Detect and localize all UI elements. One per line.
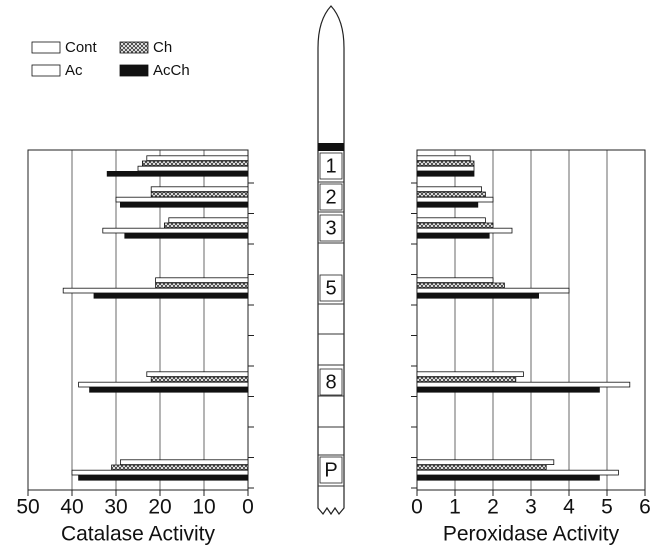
x-tick-label: 30 [104,496,127,519]
bar [417,171,474,176]
bar [63,288,248,293]
x-tick-label: 4 [563,496,575,519]
bar [417,460,554,465]
bar [417,470,618,475]
category-label: 8 [325,371,336,393]
bar [107,171,248,176]
x-tick-label: 6 [639,496,651,519]
category-label: 5 [325,277,336,299]
x-tick-label: 20 [148,496,171,519]
legend-label: Ch [153,39,172,56]
bar [417,382,630,387]
bar [151,377,248,382]
figure: 50 40 30 20 10 0 Catalase Activity 0 1 2 3 4 5 6 Perox… [0,0,663,548]
x-tick-label: 2 [487,496,499,519]
bar [120,460,248,465]
bar [103,228,248,233]
bar [417,278,493,283]
legend-label: AcCh [153,62,190,79]
bar [417,187,482,192]
legend-label: Cont [65,39,98,56]
legend-swatch [120,42,148,53]
bar [417,233,489,238]
x-tick-label: 5 [601,496,613,519]
category-label: 3 [325,217,336,239]
bar [417,156,470,161]
bar [417,387,599,392]
bar [116,197,248,202]
x-tick-label: 50 [16,496,39,519]
root-outline [318,6,344,514]
x-tick-label: 0 [242,496,254,519]
bar [417,202,478,207]
bar [151,192,248,197]
x-tick-label: 0 [411,496,423,519]
bar [417,197,493,202]
x-axis-label: Catalase Activity [61,523,216,546]
bar [72,470,248,475]
bar [156,283,248,288]
bar [417,166,474,171]
x-tick-label: 3 [525,496,537,519]
bar [79,382,248,387]
bar [125,233,248,238]
bar [147,156,248,161]
bar [417,283,504,288]
bar [417,192,485,197]
bar [417,293,539,298]
x-axis-label: Peroxidase Activity [443,523,620,546]
bar [94,293,248,298]
category-label: 2 [325,186,336,208]
bar [164,223,248,228]
category-label: P [324,459,337,481]
bar [417,223,493,228]
legend-swatch [32,65,60,76]
bar [417,218,485,223]
bar [120,202,248,207]
bar [112,465,248,470]
bar [138,166,248,171]
bar [90,387,248,392]
bar [79,475,248,480]
legend-swatch [32,42,60,53]
bar [417,288,569,293]
bar [142,161,248,166]
x-tick-label: 1 [449,496,461,519]
legend-swatch [120,65,148,76]
x-tick-label: 10 [192,496,215,519]
category-label: 1 [325,155,336,177]
root-band [318,143,344,151]
bar [156,278,248,283]
bar [417,161,474,166]
bar [417,372,523,377]
bar [147,372,248,377]
bar [417,377,516,382]
bar [169,218,248,223]
bar [417,475,599,480]
x-tick-label: 40 [60,496,83,519]
bar [151,187,248,192]
bar [417,465,546,470]
legend-label: Ac [65,62,83,79]
bar [417,228,512,233]
